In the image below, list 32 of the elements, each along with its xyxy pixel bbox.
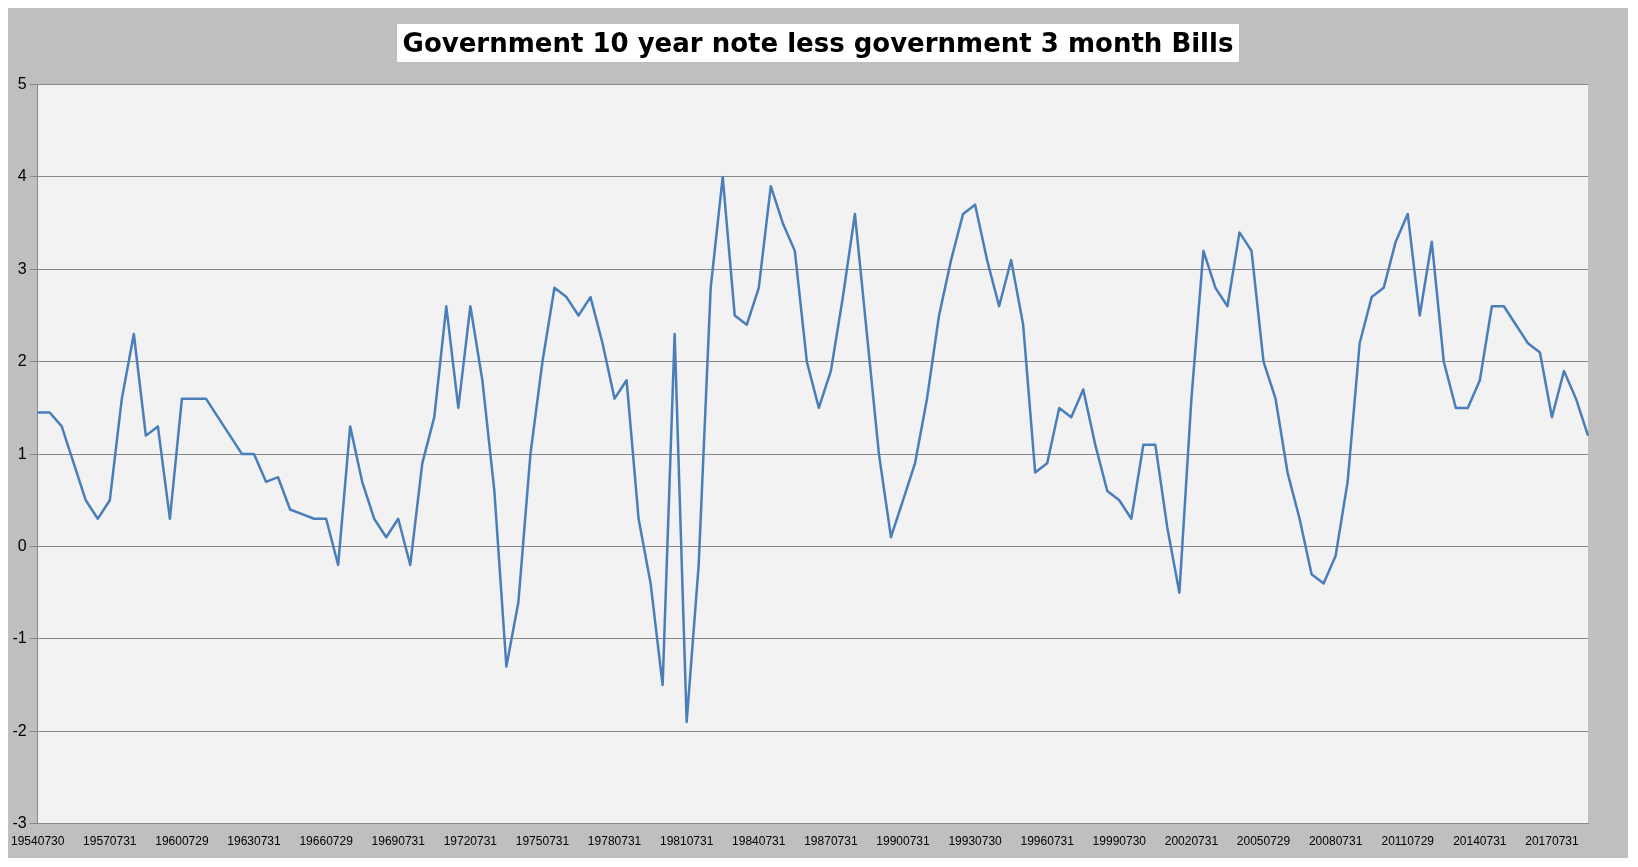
chart-title: Government 10 year note less government 3 month Bills bbox=[396, 24, 1240, 62]
x-tick-label: 19600729 bbox=[155, 834, 209, 849]
y-tick-label: -2 bbox=[12, 721, 27, 739]
x-tick-label: 19930730 bbox=[948, 834, 1003, 849]
y-tick-label: 3 bbox=[17, 259, 27, 277]
x-tick-label: 19750731 bbox=[515, 834, 570, 849]
x-tick-label: 19780731 bbox=[587, 834, 642, 849]
y-tick-label: 2 bbox=[17, 352, 27, 370]
x-tick-label: 20110729 bbox=[1381, 834, 1435, 849]
x-tick-label: 20020731 bbox=[1164, 834, 1219, 849]
x-tick-label: 19840731 bbox=[732, 834, 786, 849]
y-tick-label: 1 bbox=[17, 444, 27, 462]
x-tick-label: 19540730 bbox=[11, 834, 65, 849]
x-tick-label: 19690731 bbox=[371, 834, 426, 849]
x-tick-label: 20050729 bbox=[1236, 834, 1291, 849]
x-tick-label: 19630731 bbox=[227, 834, 282, 849]
x-tick-label: 19870731 bbox=[804, 834, 858, 849]
y-tick-label: 5 bbox=[17, 75, 27, 93]
x-tick-label: 20080731 bbox=[1308, 834, 1363, 849]
x-tick-label: 19990730 bbox=[1092, 834, 1147, 849]
y-tick-label: 0 bbox=[17, 536, 27, 554]
x-tick-label: 19720731 bbox=[443, 834, 498, 849]
y-tick-label: -3 bbox=[12, 814, 27, 832]
x-tick-label: 19810731 bbox=[659, 834, 714, 849]
x-tick-label: 20170731 bbox=[1525, 834, 1579, 849]
x-tick-label: 19660729 bbox=[299, 834, 354, 849]
x-tick-label: 19570731 bbox=[83, 834, 137, 849]
x-tick-label: 20140731 bbox=[1453, 834, 1507, 849]
y-tick-label: 4 bbox=[17, 167, 27, 185]
x-tick-label: 19960731 bbox=[1020, 834, 1075, 849]
y-tick-label: -1 bbox=[12, 629, 27, 647]
x-tick-label: 19900731 bbox=[876, 834, 930, 849]
